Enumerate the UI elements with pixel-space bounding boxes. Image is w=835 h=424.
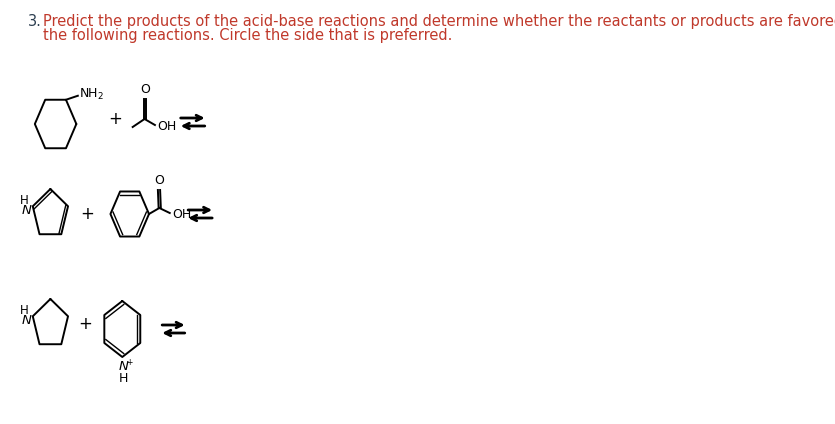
Text: 3.: 3.: [28, 14, 42, 29]
Text: O: O: [154, 174, 164, 187]
Text: NH$_2$: NH$_2$: [79, 87, 104, 102]
Text: OH: OH: [157, 120, 176, 134]
Text: Predict the products of the acid-base reactions and determine whether the reacta: Predict the products of the acid-base re…: [43, 14, 835, 29]
Text: H: H: [20, 193, 29, 206]
Text: the following reactions. Circle the side that is preferred.: the following reactions. Circle the side…: [43, 28, 453, 43]
Text: +: +: [78, 315, 92, 333]
Text: N: N: [119, 360, 129, 373]
Text: H: H: [20, 304, 29, 316]
Text: N: N: [21, 204, 31, 217]
Text: OH: OH: [172, 207, 191, 220]
Text: O: O: [140, 83, 150, 96]
Text: $^+$: $^+$: [125, 358, 134, 368]
Text: N: N: [21, 313, 31, 326]
Text: +: +: [80, 205, 94, 223]
Text: H: H: [119, 372, 129, 385]
Text: +: +: [108, 110, 122, 128]
